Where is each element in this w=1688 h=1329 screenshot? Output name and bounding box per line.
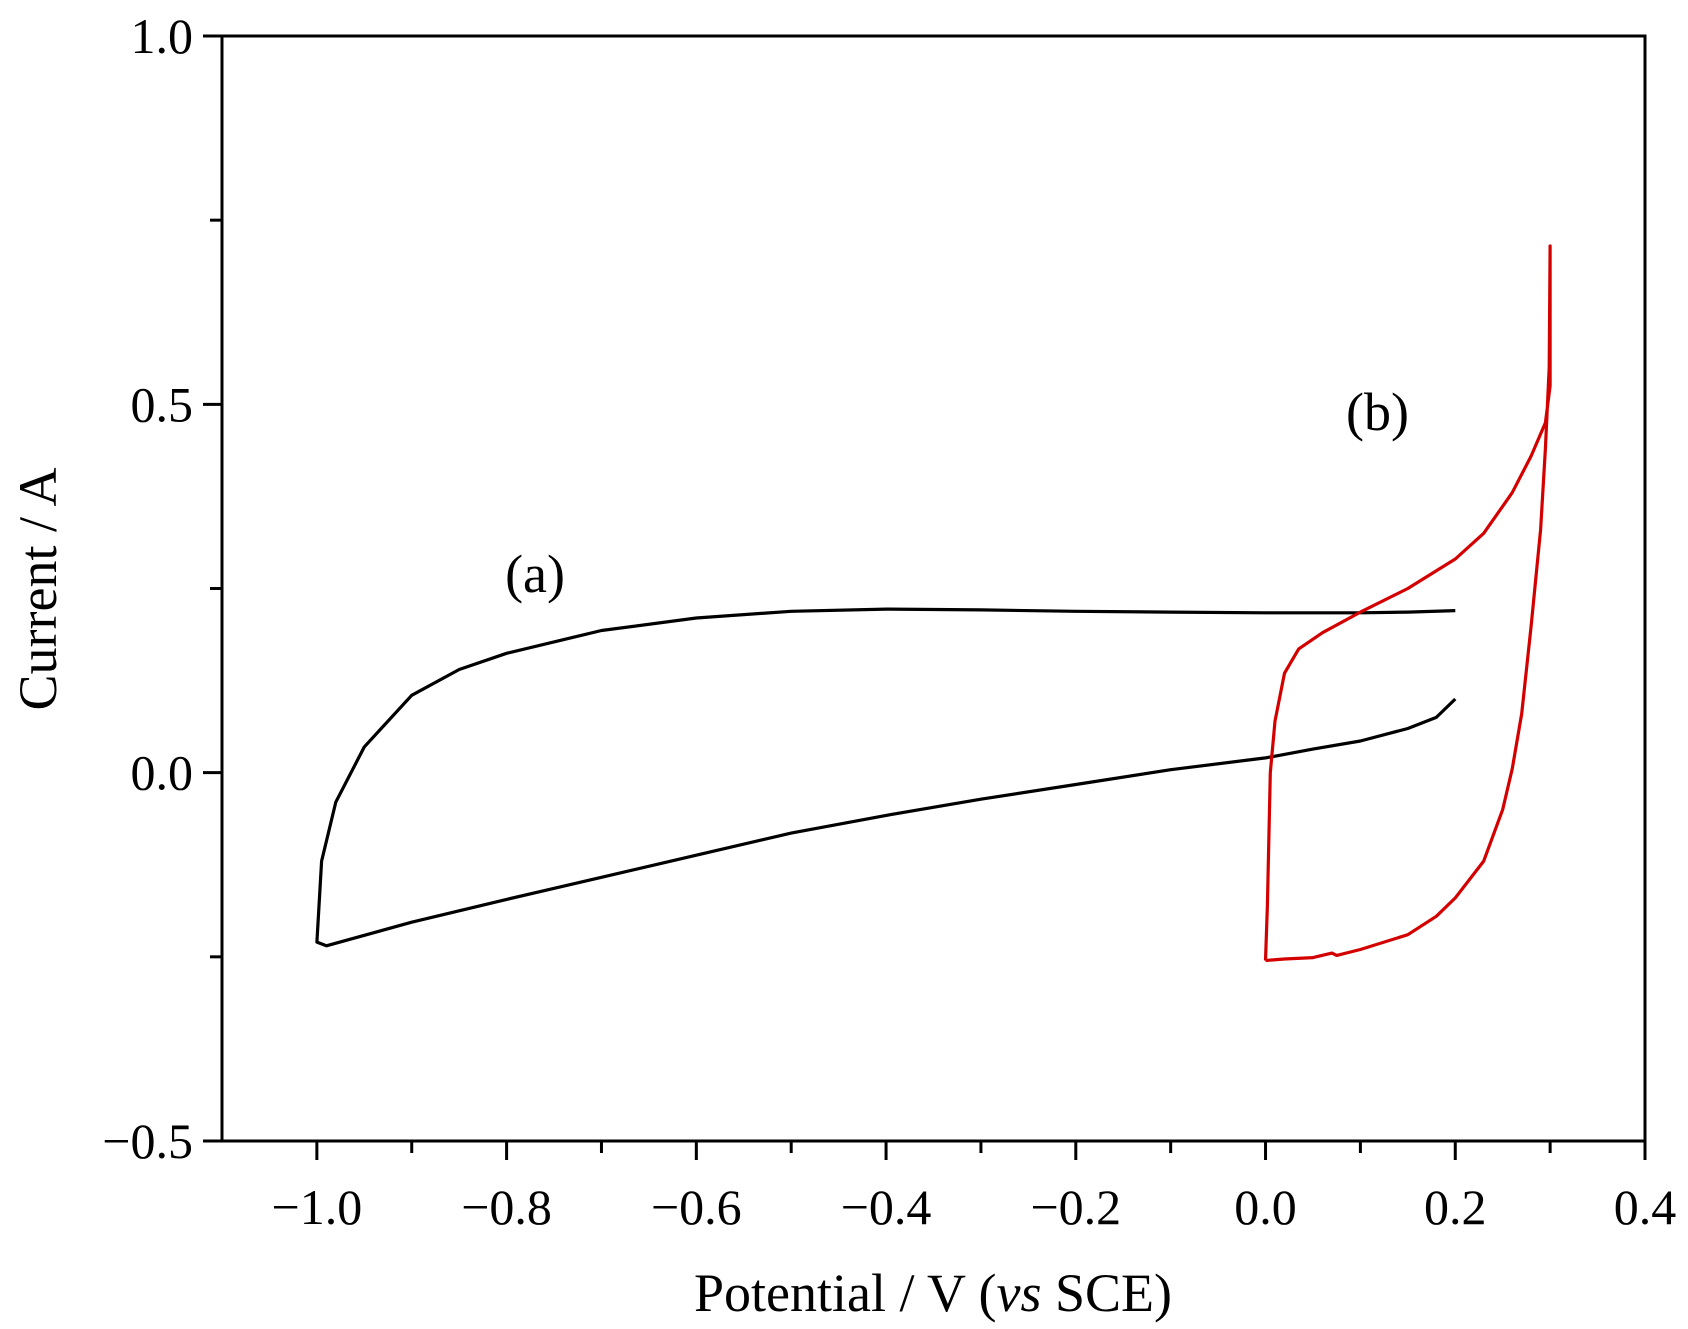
x-tick-label: 0.0 [1234, 1179, 1297, 1235]
plot-frame [220, 34, 1647, 1143]
x-tick-label: −1.0 [272, 1179, 363, 1235]
y-tick-label: 0.0 [131, 745, 194, 801]
series-line-a [315, 607, 1457, 948]
x-axis-label-part-3: SCE) [1041, 1263, 1172, 1323]
annotation-a: (a) [505, 544, 565, 604]
x-tick-label: −0.6 [651, 1179, 742, 1235]
y-tick-label: 0.5 [131, 376, 194, 432]
annotation-b: (b) [1346, 382, 1409, 442]
y-tick-label: 1.0 [131, 8, 194, 64]
x-axis-label-part-2: vs [997, 1263, 1042, 1323]
y-tick-label: −0.5 [102, 1113, 193, 1169]
annotation-group: (a) (b) [505, 382, 1409, 604]
x-tick-label: −0.4 [841, 1179, 932, 1235]
x-tick-label: −0.8 [461, 1179, 552, 1235]
series-group [315, 244, 1552, 963]
x-tick-label: 0.4 [1614, 1179, 1677, 1235]
x-axis-label-part-1: Potential / V ( [694, 1263, 997, 1323]
axis-tick-labels: −1.0 −0.8 −0.6 −0.4 −0.2 0.0 0.2 0.4 −0.5 0.0 0.5 1… [102, 8, 1676, 1235]
series-line-b [1263, 244, 1552, 963]
axis-ticks [203, 34, 1647, 1160]
x-tick-label: −0.2 [1030, 1179, 1121, 1235]
x-tick-label: 0.2 [1424, 1179, 1487, 1235]
y-axis-label: Current / A [8, 468, 68, 711]
x-axis-label: Potential / V (vs SCE) [694, 1263, 1172, 1323]
